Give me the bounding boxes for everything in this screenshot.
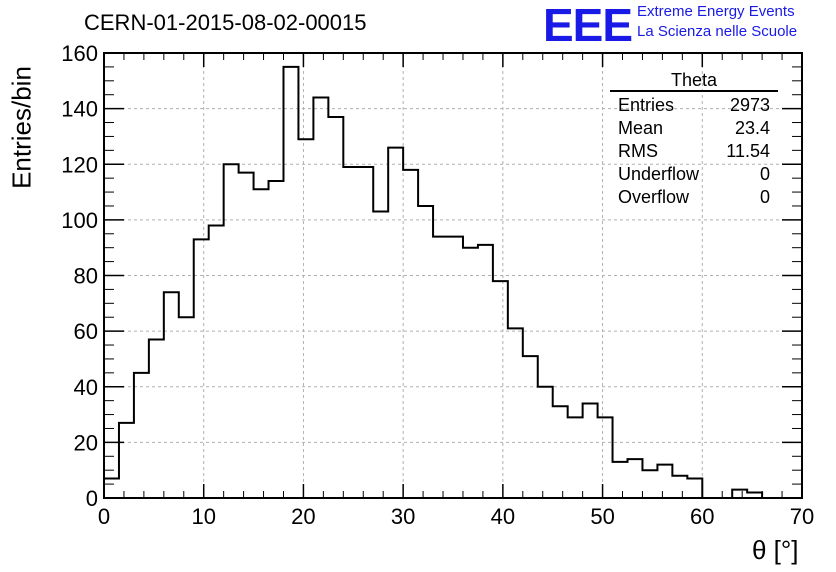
stats-row-underflow: Underflow 0: [610, 163, 778, 186]
histogram-outline: [104, 65, 802, 499]
stats-value: 23.4: [734, 118, 770, 138]
y-axis-label: Entries/bin: [6, 66, 37, 189]
y-tick-label: 20: [74, 430, 98, 455]
logo-caption: Extreme Energy Events La Scienza nelle S…: [637, 2, 797, 42]
y-tick-label: 140: [61, 97, 98, 122]
eee-logo: EEE: [543, 0, 633, 51]
stats-box: Theta Entries 2973 Mean 23.4 RMS 11.54 U…: [610, 70, 778, 209]
stats-value: 0: [759, 164, 770, 184]
x-tick-label: 70: [790, 504, 814, 529]
stats-label: Underflow: [618, 164, 700, 184]
y-tick-label: 60: [74, 319, 98, 344]
chart-title: CERN-01-2015-08-02-00015: [84, 10, 367, 35]
y-tick-label: 160: [61, 41, 98, 66]
stats-label: RMS: [618, 141, 658, 161]
x-tick-label: 30: [391, 504, 415, 529]
tick-labels: 0 10 20 30 40 50 60 70 0 20 40 60 80 100 120 140 160: [61, 41, 814, 529]
stats-value: 2973: [729, 95, 770, 115]
y-tick-label: 40: [74, 375, 98, 400]
x-axis-label: θ [°]: [752, 535, 799, 565]
stats-row-entries: Entries 2973: [610, 94, 778, 117]
x-tick-label: 0: [98, 504, 110, 529]
x-tick-label: 60: [690, 504, 714, 529]
stats-label: Overflow: [618, 187, 690, 207]
stats-label: Mean: [618, 118, 664, 138]
logo-line-2: La Scienza nelle Scuole: [637, 23, 798, 40]
grid-lines: [104, 53, 802, 498]
plot-frame: [103, 52, 803, 499]
stats-title: Theta: [610, 70, 778, 92]
x-tick-label: 20: [291, 504, 315, 529]
x-tick-label: 50: [590, 504, 614, 529]
y-tick-label: 120: [61, 152, 98, 177]
stats-row-rms: RMS 11.54: [610, 140, 778, 163]
stats-value: 11.54: [726, 141, 770, 161]
x-tick-label: 40: [491, 504, 515, 529]
stats-row-overflow: Overflow 0: [610, 186, 778, 209]
y-tick-label: 0: [86, 486, 98, 511]
y-tick-label: 100: [61, 208, 98, 233]
stats-label: Entries: [618, 95, 675, 115]
x-tick-label: 10: [191, 504, 215, 529]
y-tick-label: 80: [74, 264, 98, 289]
logo-line-1: Extreme Energy Events: [637, 3, 795, 20]
stats-row-mean: Mean 23.4: [610, 117, 778, 140]
stats-value: 0: [759, 187, 770, 207]
